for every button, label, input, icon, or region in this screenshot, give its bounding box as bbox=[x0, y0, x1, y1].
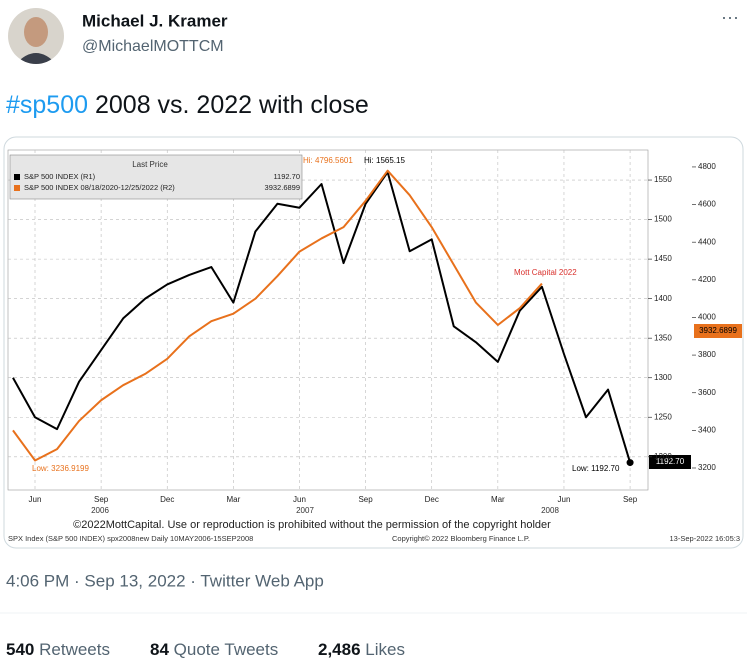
y-tick-label: 1300 bbox=[654, 373, 672, 382]
stat-label: Quote Tweets bbox=[174, 640, 279, 659]
annotation: Hi: 1565.15 bbox=[364, 156, 405, 165]
y2-tick-label: 4600 bbox=[698, 200, 716, 209]
x-tick-label: Sep bbox=[94, 495, 109, 504]
y2-tick-label: 3400 bbox=[698, 425, 716, 434]
stat[interactable]: 2,486 Likes bbox=[318, 640, 405, 659]
x-tick-label: Sep bbox=[623, 495, 638, 504]
x-tick-label: Sep bbox=[358, 495, 373, 504]
tweet-body: 2008 vs. 2022 with close bbox=[95, 91, 369, 119]
year-label: 2006 bbox=[91, 506, 109, 515]
legend-label: S&P 500 INDEX 08/18/2020-12/25/2022 (R2) bbox=[24, 183, 175, 192]
hashtag[interactable]: #sp500 bbox=[6, 91, 88, 119]
stat[interactable]: 540 Retweets bbox=[6, 640, 110, 659]
stat-label: Retweets bbox=[39, 640, 110, 659]
series-line bbox=[12, 171, 632, 463]
annotation: Mott Capital 2022 bbox=[514, 268, 577, 277]
avatar[interactable] bbox=[8, 8, 64, 66]
author-handle[interactable]: @MichaelMOTTCM bbox=[82, 38, 224, 55]
y2-tick-label: 3800 bbox=[698, 350, 716, 359]
stat-label: Likes bbox=[365, 640, 405, 659]
y-tick-label: 1200 bbox=[654, 452, 672, 461]
legend-value: 3932.6899 bbox=[265, 183, 300, 192]
more-menu[interactable]: ··· bbox=[721, 7, 739, 27]
y2-tick-label: 3600 bbox=[698, 388, 716, 397]
legend-swatch bbox=[14, 174, 20, 180]
chart-footer: SPX Index (S&P 500 INDEX) spx2008new Dai… bbox=[8, 534, 253, 543]
timestamp[interactable]: 4:06 PM · Sep 13, 2022 · Twitter Web App bbox=[6, 571, 324, 590]
y-tick-label: 1400 bbox=[654, 294, 672, 303]
x-tick-label: Jun bbox=[29, 495, 42, 504]
y2-tick-label: 4800 bbox=[698, 162, 716, 171]
chart-footer: Copyright© 2022 Bloomberg Finance L.P. bbox=[392, 534, 530, 543]
x-tick-label: Dec bbox=[160, 495, 174, 504]
legend-label: S&P 500 INDEX (R1) bbox=[24, 172, 96, 181]
stat-count: 2,486 bbox=[318, 640, 361, 659]
last-point bbox=[626, 459, 634, 467]
last-value: 1192.70 bbox=[656, 457, 685, 466]
x-tick-label: Jun bbox=[293, 495, 306, 504]
x-tick-label: Dec bbox=[425, 495, 439, 504]
copyright: ©2022MottCapital. Use or reproduction is… bbox=[73, 519, 551, 531]
y-tick-label: 1250 bbox=[654, 412, 672, 421]
y2-tick-label: 4200 bbox=[698, 275, 716, 284]
chart: Last Price S&P 500 INDEX (R1) 1192.70 S&… bbox=[3, 136, 744, 549]
y2-tick-label: 3200 bbox=[698, 463, 716, 472]
legend-title: Last Price bbox=[132, 160, 168, 169]
legend-value: 1192.70 bbox=[273, 172, 300, 181]
y-tick-label: 1350 bbox=[654, 333, 672, 342]
last-value-tag bbox=[649, 455, 691, 469]
x-tick-label: Jun bbox=[558, 495, 571, 504]
y-tick-label: 1450 bbox=[654, 254, 672, 263]
stat[interactable]: 84 Quote Tweets bbox=[150, 640, 278, 659]
tweet-text: #sp500 2008 vs. 2022 with close bbox=[6, 91, 369, 119]
chart-footer: 13-Sep-2022 16:05:3 bbox=[670, 534, 740, 543]
stat-count: 84 bbox=[150, 640, 169, 659]
year-label: 2007 bbox=[296, 506, 314, 515]
y-tick-label: 1550 bbox=[654, 175, 672, 184]
year-label: 2008 bbox=[541, 506, 559, 515]
annotation: Low: 3236.9199 bbox=[32, 464, 89, 473]
legend-swatch bbox=[14, 185, 20, 191]
last-value-tag bbox=[694, 324, 742, 338]
author-name[interactable]: Michael J. Kramer bbox=[82, 11, 228, 30]
x-tick-label: Mar bbox=[491, 495, 505, 504]
y-tick-label: 1500 bbox=[654, 215, 672, 224]
annotation: Hi: 4796.5601 bbox=[303, 156, 353, 165]
y2-tick-label: 4000 bbox=[698, 313, 716, 322]
x-tick-label: Mar bbox=[226, 495, 240, 504]
series-line bbox=[12, 169, 543, 462]
y2-tick-label: 4400 bbox=[698, 237, 716, 246]
legend bbox=[9, 154, 303, 200]
annotation: Low: 1192.70 bbox=[572, 464, 620, 473]
stat-count: 540 bbox=[6, 640, 34, 659]
last-value: 3932.6899 bbox=[699, 326, 737, 335]
